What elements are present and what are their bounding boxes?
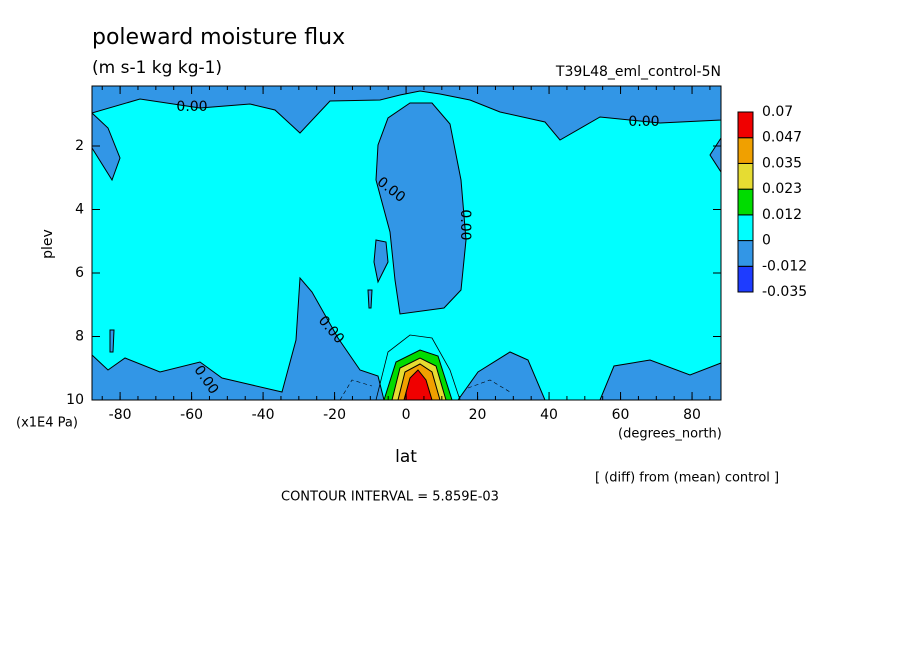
x-tick-label: 40 xyxy=(540,407,558,423)
colorbar-swatch xyxy=(737,111,754,139)
chart-title: poleward moisture flux xyxy=(92,25,345,50)
contour-label: 0.00 xyxy=(628,114,659,130)
y-unit: (x1E4 Pa) xyxy=(16,416,78,431)
contour-region xyxy=(91,85,722,141)
colorbar-label: 0.07 xyxy=(762,104,793,120)
colorbar-swatch xyxy=(737,188,754,216)
contour-region xyxy=(367,289,373,309)
x-tick-label: 0 xyxy=(402,407,411,423)
colorbar-swatch xyxy=(737,162,754,190)
colorbar-label: 0 xyxy=(762,233,771,249)
contour-line xyxy=(339,379,373,401)
y-tick-label: 6 xyxy=(75,265,84,281)
run-label: T39L48_eml_control-5N xyxy=(555,64,721,80)
y-tick-label: 2 xyxy=(75,138,84,154)
colorbar-label: -0.012 xyxy=(762,258,807,274)
colorbar-label: 0.012 xyxy=(762,207,802,223)
contour-line xyxy=(375,334,461,401)
x-tick-label: -60 xyxy=(180,407,203,423)
note: [ (diff) from (mean) control ] xyxy=(595,471,779,486)
contour-region xyxy=(373,239,389,284)
contour-region xyxy=(109,329,115,353)
x-tick-label: 80 xyxy=(683,407,701,423)
contour-interval: CONTOUR INTERVAL = 5.859E-03 xyxy=(281,490,499,505)
x-axis-label: lat xyxy=(395,447,417,467)
x-tick-label: -20 xyxy=(323,407,346,423)
chart-subtitle: (m s-1 kg kg-1) xyxy=(92,58,222,78)
colorbar-swatch xyxy=(737,137,754,164)
y-tick-label: 4 xyxy=(75,202,84,218)
x-tick-label: 20 xyxy=(469,407,487,423)
colorbar-swatch xyxy=(737,240,754,267)
y-tick-label: 8 xyxy=(75,329,84,345)
y-axis-label: plev xyxy=(40,229,56,259)
contour-label: 0.00 xyxy=(457,209,473,240)
x-unit: (degrees_north) xyxy=(618,427,722,442)
contour-region xyxy=(375,102,467,315)
x-tick-label: -80 xyxy=(109,407,132,423)
colorbar-label: 0.047 xyxy=(762,130,802,146)
colorbar-label: -0.035 xyxy=(762,284,807,300)
x-tick-label: -40 xyxy=(252,407,275,423)
colorbar-label: 0.023 xyxy=(762,181,802,197)
x-tick-label: 60 xyxy=(612,407,630,423)
colorbar-label: 0.035 xyxy=(762,155,802,171)
colorbar-swatch xyxy=(737,214,754,242)
contour-label: 0.00 xyxy=(176,99,207,115)
y-tick-label: 10 xyxy=(66,392,84,408)
colorbar-swatch xyxy=(737,265,754,293)
contour-line xyxy=(467,379,511,393)
